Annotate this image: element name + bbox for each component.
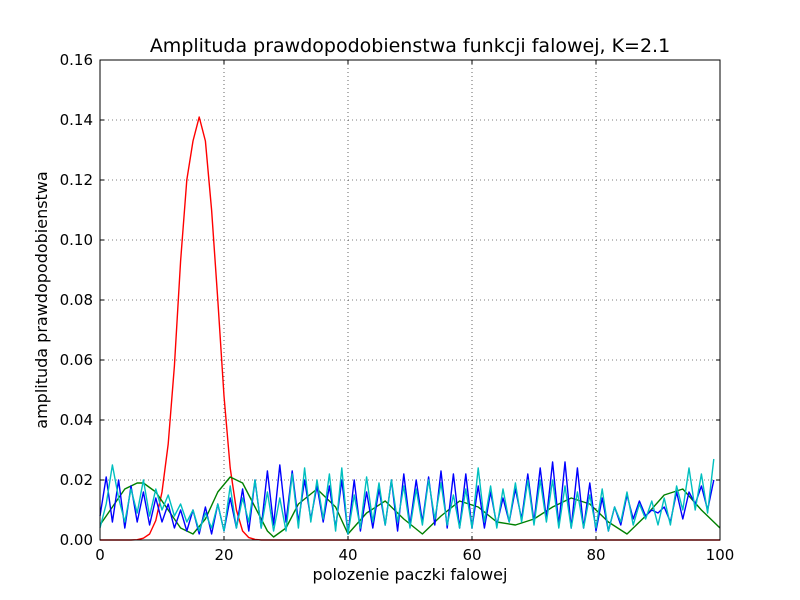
- ticks: 0 20 40 60 80 100 0.00 0.02 0.04 0.06 0.08 0.10 0.12…: [60, 51, 735, 564]
- y-tick-label: 0.08: [60, 291, 93, 309]
- x-tick-label: 80: [586, 546, 605, 564]
- grid: [100, 60, 720, 540]
- plot-frame: [99, 59, 721, 541]
- x-tick-label: 60: [462, 546, 481, 564]
- y-tick-label: 0.00: [60, 531, 93, 549]
- y-tick-label: 0.14: [60, 111, 93, 129]
- x-axis-label: polozenie paczki falowej: [313, 565, 508, 584]
- x-tick-label: 0: [95, 546, 105, 564]
- y-tick-label: 0.04: [60, 411, 93, 429]
- y-tick-label: 0.10: [60, 231, 93, 249]
- x-tick-label: 100: [706, 546, 735, 564]
- chart-title: Amplituda prawdopodobienstwa funkcji fal…: [150, 35, 670, 57]
- y-tick-label: 0.02: [60, 471, 93, 489]
- y-axis-label: amplituda prawdopodobienstwa: [32, 171, 51, 428]
- y-tick-label: 0.12: [60, 171, 93, 189]
- series-line-4: [99, 458, 715, 535]
- y-tick-label: 0.06: [60, 351, 93, 369]
- x-tick-label: 20: [214, 546, 233, 564]
- x-tick-label: 40: [338, 546, 357, 564]
- y-tick-label: 0.16: [60, 51, 93, 69]
